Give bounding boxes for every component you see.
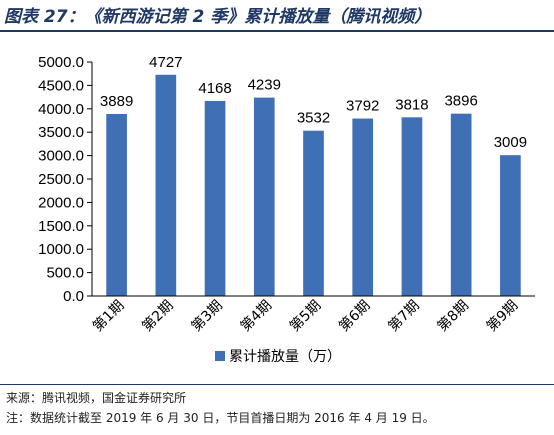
x-tick-label: 第8期 bbox=[434, 297, 472, 335]
title-rule bbox=[0, 30, 554, 32]
x-tick-label: 第1期 bbox=[89, 297, 127, 335]
bar bbox=[352, 118, 374, 297]
x-tick-label: 第2期 bbox=[139, 297, 177, 335]
bar bbox=[450, 113, 472, 296]
x-tick-label: 第4期 bbox=[237, 297, 275, 335]
y-tick-label: 500.0 bbox=[46, 265, 84, 282]
legend-swatch bbox=[215, 351, 225, 361]
bar bbox=[155, 74, 177, 296]
bars bbox=[106, 74, 521, 297]
y-tick-label: 1000.0 bbox=[38, 241, 84, 258]
source-note: 来源：腾讯视频，国金证券研究所 bbox=[6, 391, 187, 405]
data-label: 3792 bbox=[346, 98, 379, 115]
y-tick-label: 2500.0 bbox=[38, 171, 84, 188]
x-tick-label: 第5期 bbox=[286, 297, 324, 335]
x-axis: 第1期 第2期 第3期 第4期 第5期 第6期 第7期 第8期 第9期 bbox=[89, 295, 535, 335]
y-axis: 0.0 500.0 1000.0 1500.0 2000.0 2500.0 3000.0 35… bbox=[38, 54, 93, 305]
x-tick-label: 第9期 bbox=[483, 297, 521, 335]
data-labels: 3889 4727 4168 4239 3532 3792 3818 3896 3009 bbox=[100, 54, 527, 151]
data-label: 3532 bbox=[297, 110, 330, 127]
y-tick-label: 5000.0 bbox=[38, 54, 84, 71]
bar bbox=[401, 117, 423, 296]
legend: 累计播放量（万） bbox=[215, 349, 341, 365]
footer-rule bbox=[0, 384, 554, 385]
legend-label: 累计播放量（万） bbox=[229, 349, 341, 365]
x-tick-label: 第3期 bbox=[188, 297, 226, 335]
data-label: 4727 bbox=[149, 54, 182, 71]
y-tick-label: 3000.0 bbox=[38, 148, 84, 165]
bar bbox=[303, 130, 324, 296]
x-tick-label: 第6期 bbox=[335, 297, 373, 335]
y-tick-label: 1500.0 bbox=[38, 218, 84, 235]
bar bbox=[253, 97, 275, 296]
bar-chart: 0.0 500.0 1000.0 1500.0 2000.0 2500.0 3000.0 35… bbox=[38, 54, 535, 365]
data-label: 3818 bbox=[395, 96, 428, 113]
y-tick-label: 4500.0 bbox=[38, 77, 84, 94]
x-tick-label: 第7期 bbox=[385, 297, 423, 335]
bar bbox=[500, 155, 521, 296]
y-tick-label: 4000.0 bbox=[38, 101, 84, 118]
data-label: 3896 bbox=[444, 93, 477, 110]
y-tick-label: 3500.0 bbox=[38, 124, 84, 141]
data-label: 3889 bbox=[100, 93, 133, 110]
data-label: 4239 bbox=[248, 77, 281, 94]
y-tick-label: 2000.0 bbox=[38, 194, 84, 211]
y-tick-label: 0.0 bbox=[63, 288, 84, 305]
figure-title: 图表 27：《新西游记第 2 季》累计播放量（腾讯视频） bbox=[4, 7, 432, 27]
data-label: 3009 bbox=[494, 134, 527, 151]
bar bbox=[204, 100, 226, 297]
bar bbox=[106, 113, 127, 296]
footnote: 注：数据统计截至 2019 年 6 月 30 日，节目首播日期为 2016 年 … bbox=[6, 411, 435, 425]
data-label: 4168 bbox=[198, 80, 231, 97]
